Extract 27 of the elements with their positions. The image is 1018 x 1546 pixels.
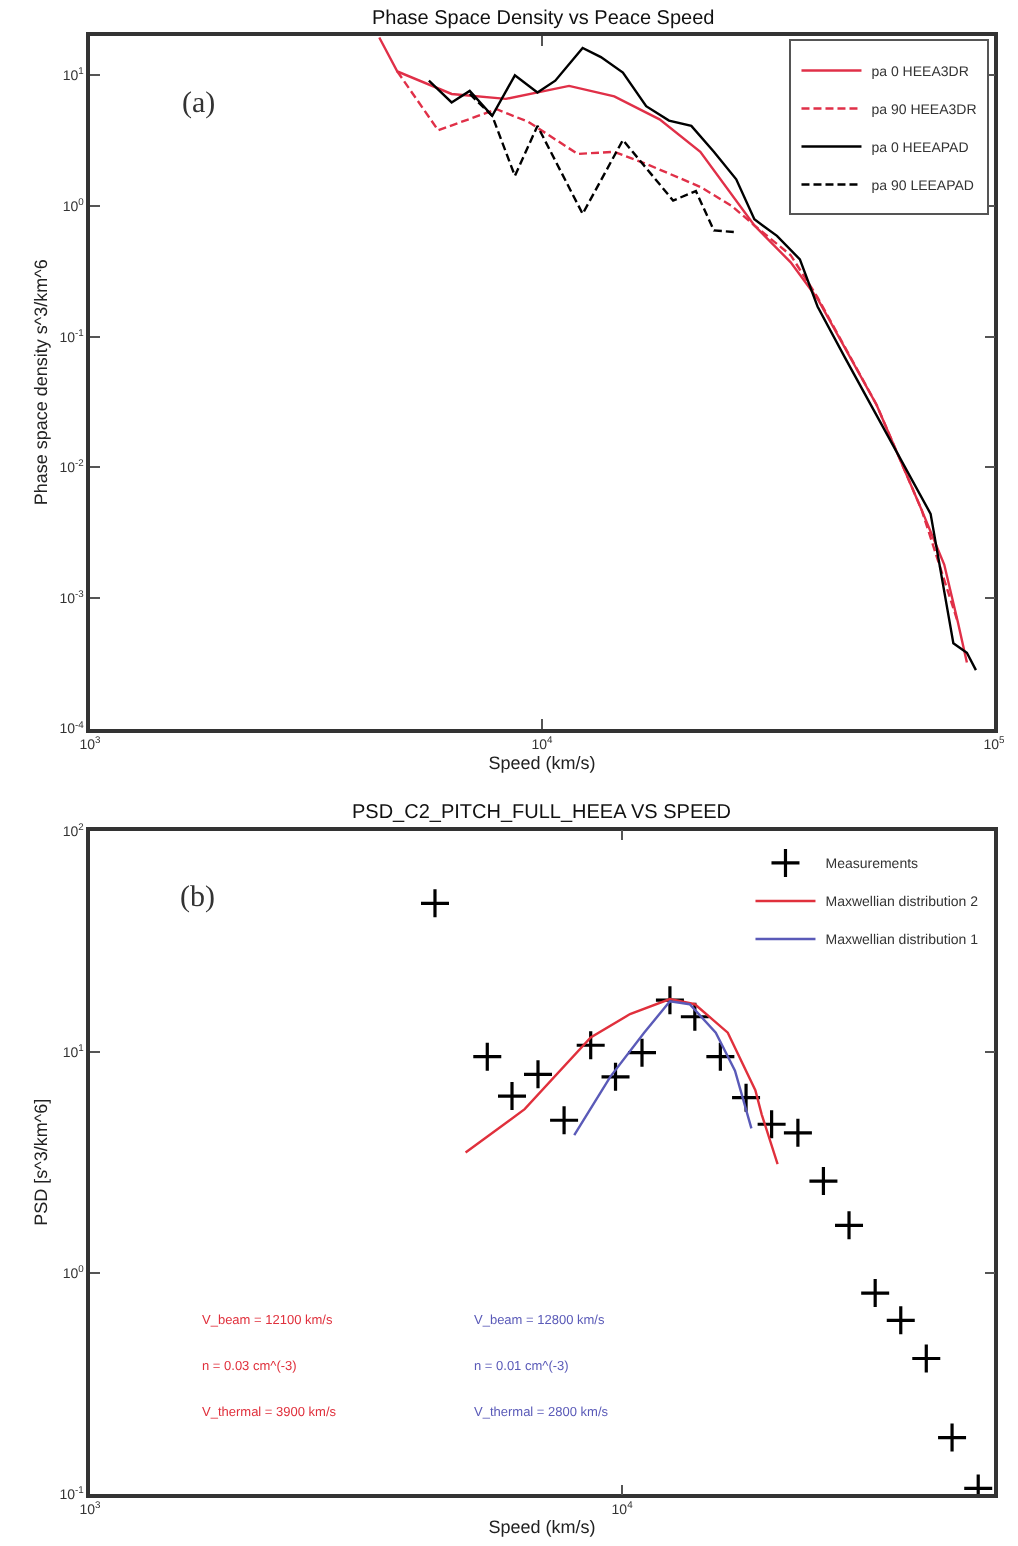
point bbox=[730, 1082, 762, 1114]
point bbox=[471, 1041, 503, 1073]
point bbox=[704, 1041, 736, 1073]
point bbox=[833, 1209, 865, 1241]
point bbox=[756, 1108, 788, 1140]
x-axis-title: Speed (km/s) bbox=[488, 1516, 596, 1537]
point bbox=[679, 1001, 711, 1033]
point bbox=[599, 1061, 632, 1093]
annotation: (a) bbox=[182, 88, 216, 120]
y-axis-title: Phase space density s^3/km^6 bbox=[31, 259, 52, 506]
annotation: (b) bbox=[180, 882, 215, 914]
point bbox=[496, 1080, 528, 1112]
chart-title: Phase Space Density vs Peace Speed bbox=[372, 8, 715, 30]
x-axis-title: Speed (km/s) bbox=[488, 752, 596, 773]
point bbox=[626, 1037, 658, 1069]
point bbox=[522, 1058, 554, 1090]
chart-title: PSD_C2_PITCH_FULL_HEEA VS SPEED bbox=[352, 802, 732, 824]
point bbox=[936, 1421, 968, 1454]
point bbox=[548, 1104, 580, 1136]
point bbox=[575, 1029, 607, 1061]
point bbox=[910, 1342, 942, 1375]
point bbox=[782, 1117, 814, 1149]
point bbox=[807, 1165, 840, 1197]
point bbox=[654, 984, 686, 1016]
y-axis-title: PSD [s^3/km^6] bbox=[31, 1098, 52, 1226]
point bbox=[859, 1277, 891, 1309]
point bbox=[885, 1304, 917, 1336]
